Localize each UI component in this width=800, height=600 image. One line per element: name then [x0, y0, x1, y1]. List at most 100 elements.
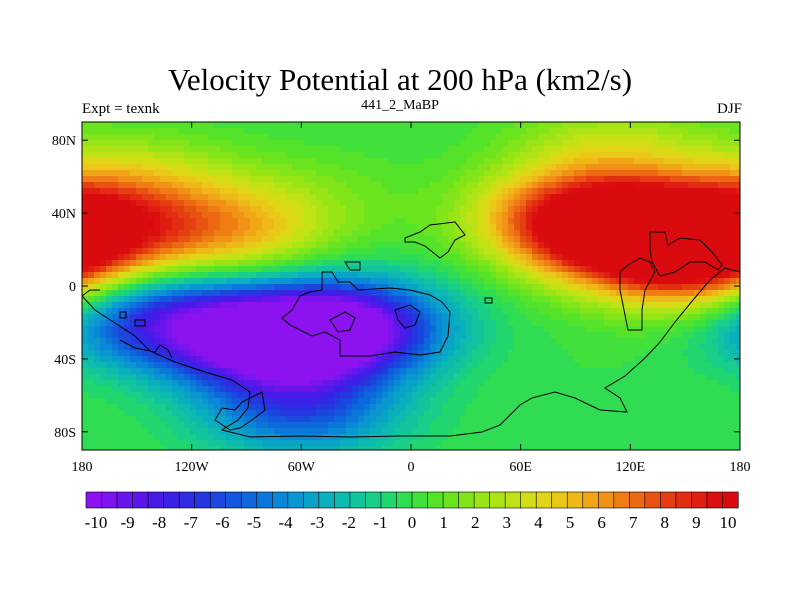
field-cell	[382, 206, 389, 213]
field-cell	[424, 164, 431, 171]
field-cell	[712, 224, 719, 231]
field-cell	[640, 290, 647, 297]
field-cell	[676, 140, 683, 147]
field-cell	[472, 374, 479, 381]
field-cell	[316, 170, 323, 177]
field-cell	[544, 206, 551, 213]
field-cell	[232, 302, 239, 309]
field-cell	[526, 182, 533, 189]
field-cell	[574, 362, 581, 369]
field-cell	[394, 332, 401, 339]
field-cell	[148, 224, 155, 231]
field-cell	[124, 170, 131, 177]
field-cell	[460, 152, 467, 159]
field-cell	[652, 326, 659, 333]
field-cell	[418, 386, 425, 393]
field-cell	[310, 236, 317, 243]
field-cell	[652, 368, 659, 375]
field-cell	[202, 320, 209, 327]
field-cell	[454, 182, 461, 189]
field-cell	[322, 194, 329, 201]
field-cell	[634, 356, 641, 363]
field-cell	[352, 212, 359, 219]
field-cell	[646, 320, 653, 327]
field-cell	[328, 122, 335, 129]
field-cell	[586, 206, 593, 213]
field-cell	[670, 236, 677, 243]
field-cell	[340, 140, 347, 147]
field-cell	[280, 344, 287, 351]
field-cell	[598, 176, 605, 183]
field-cell	[682, 314, 689, 321]
field-cell	[112, 302, 119, 309]
field-cell	[610, 386, 617, 393]
field-cell	[304, 206, 311, 213]
field-cell	[718, 374, 725, 381]
field-cell	[532, 290, 539, 297]
field-cell	[256, 344, 263, 351]
field-cell	[268, 284, 275, 291]
field-cell	[130, 206, 137, 213]
field-cell	[112, 278, 119, 285]
field-cell	[334, 254, 341, 261]
field-cell	[466, 182, 473, 189]
field-cell	[388, 224, 395, 231]
field-cell	[112, 212, 119, 219]
field-cell	[334, 320, 341, 327]
field-cell	[112, 338, 119, 345]
field-cell	[712, 266, 719, 273]
field-cell	[118, 266, 125, 273]
field-cell	[694, 260, 701, 267]
field-cell	[604, 128, 611, 135]
field-cell	[88, 158, 95, 165]
field-cell	[352, 164, 359, 171]
field-cell	[598, 290, 605, 297]
field-cell	[220, 230, 227, 237]
field-cell	[136, 194, 143, 201]
field-cell	[442, 350, 449, 357]
field-cell	[100, 236, 107, 243]
field-cell	[208, 260, 215, 267]
field-cell	[112, 206, 119, 213]
field-cell	[688, 296, 695, 303]
field-cell	[370, 140, 377, 147]
field-cell	[106, 194, 113, 201]
field-cell	[694, 386, 701, 393]
field-cell	[106, 164, 113, 171]
field-cell	[106, 290, 113, 297]
field-cell	[676, 272, 683, 279]
field-cell	[82, 320, 89, 327]
field-cell	[100, 194, 107, 201]
field-cell	[472, 344, 479, 351]
field-cell	[622, 350, 629, 357]
field-cell	[736, 248, 740, 255]
field-cell	[520, 374, 527, 381]
field-cell	[724, 248, 731, 255]
field-cell	[682, 212, 689, 219]
field-cell	[400, 182, 407, 189]
field-cell	[124, 230, 131, 237]
field-cell	[424, 284, 431, 291]
field-cell	[640, 146, 647, 153]
field-cell	[166, 308, 173, 315]
field-cell	[592, 230, 599, 237]
field-cell	[262, 320, 269, 327]
field-cell	[346, 260, 353, 267]
field-cell	[484, 374, 491, 381]
field-cell	[238, 392, 245, 399]
field-cell	[628, 338, 635, 345]
field-cell	[568, 284, 575, 291]
field-cell	[310, 368, 317, 375]
field-cell	[340, 158, 347, 165]
field-cell	[274, 380, 281, 387]
field-cell	[640, 140, 647, 147]
field-cell	[538, 218, 545, 225]
field-cell	[538, 320, 545, 327]
field-cell	[436, 236, 443, 243]
field-cell	[292, 230, 299, 237]
field-cell	[736, 296, 740, 303]
field-cell	[550, 320, 557, 327]
field-cell	[424, 260, 431, 267]
field-cell	[466, 170, 473, 177]
field-cell	[160, 170, 167, 177]
